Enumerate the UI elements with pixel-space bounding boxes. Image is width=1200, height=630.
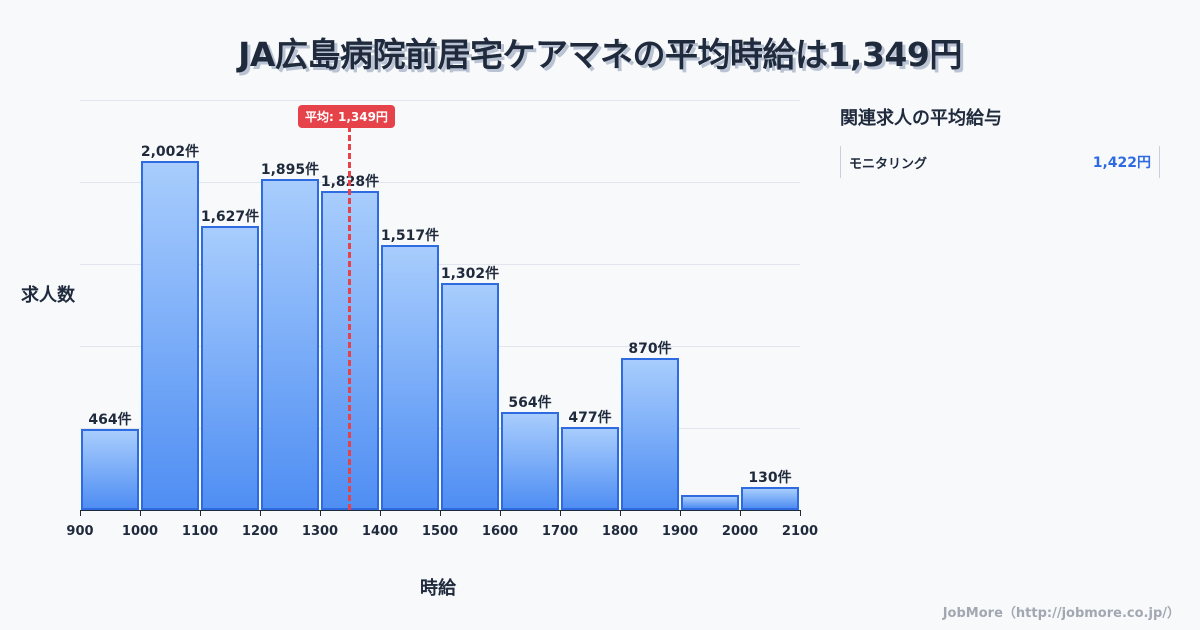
related-job-name: モニタリング	[849, 156, 928, 172]
bar-value-label: 464件	[88, 412, 132, 429]
mean-badge: 平均: 1,349円	[298, 105, 395, 128]
x-tick	[260, 510, 261, 516]
histogram-bar	[81, 429, 139, 510]
x-tick-label: 1200	[241, 524, 279, 539]
x-tick-label: 2000	[721, 524, 759, 539]
gridline	[80, 346, 800, 347]
x-tick-label: 900	[66, 524, 94, 539]
x-tick-label: 1500	[421, 524, 459, 539]
bar-value-label: 477件	[568, 409, 612, 426]
x-tick	[200, 510, 201, 516]
y-axis-label: 求人数	[21, 285, 75, 306]
x-tick	[560, 510, 561, 516]
histogram-bar	[561, 426, 619, 510]
x-tick-label: 2100	[781, 524, 819, 539]
histogram-bar	[741, 487, 799, 510]
histogram-bar	[261, 179, 319, 510]
x-tick-label: 1300	[301, 524, 339, 539]
histogram-bar	[501, 411, 559, 510]
related-salary-item[interactable]: モニタリング 1,422円	[840, 146, 1160, 178]
x-axis-label: 時給	[420, 578, 456, 599]
bar-value-label: 870件	[628, 341, 672, 358]
gridline	[80, 264, 800, 265]
bar-value-label: 2,002件	[140, 143, 200, 160]
x-tick	[800, 510, 801, 516]
x-tick	[140, 510, 141, 516]
x-tick	[380, 510, 381, 516]
x-tick	[500, 510, 501, 516]
x-tick	[680, 510, 681, 516]
related-job-salary: 1,422円	[1092, 155, 1151, 171]
footer-credit: JobMore（http://jobmore.co.jp/）	[942, 606, 1180, 621]
histogram-bar	[381, 245, 439, 510]
bar-value-label: 130件	[748, 470, 792, 487]
histogram-chart: 464件 2,002件 1,627件 1,895件 1,828件 1,517件 1,302件…	[21, 100, 818, 599]
x-tick-label: 1000	[121, 524, 159, 539]
histogram-bar	[141, 160, 199, 510]
x-tick-label: 1900	[661, 524, 699, 539]
x-tick	[80, 510, 81, 516]
histogram-bar	[681, 494, 739, 510]
x-tick-label: 1600	[481, 524, 519, 539]
histogram-bar	[621, 358, 679, 510]
page-title: JA広島病院前居宅ケアマネの平均時給は1,349円	[238, 35, 962, 74]
x-tick	[620, 510, 621, 516]
histogram-bar	[441, 282, 499, 510]
gridline	[80, 428, 800, 429]
gridline	[80, 100, 800, 101]
gridline	[80, 182, 800, 183]
x-tick-label: 1400	[361, 524, 399, 539]
x-tick-label: 1700	[541, 524, 579, 539]
bar-value-label: 1,302件	[440, 265, 500, 282]
bar-value-label: 1,627件	[200, 209, 260, 226]
x-tick-label: 1800	[601, 524, 639, 539]
histogram-bar	[201, 226, 259, 510]
bar-value-label: 564件	[508, 394, 552, 411]
mean-line	[348, 126, 351, 510]
related-salary-title: 関連求人の平均給与	[840, 108, 1002, 129]
x-tick	[320, 510, 321, 516]
x-tick-label: 1100	[181, 524, 219, 539]
x-tick	[740, 510, 741, 516]
x-tick	[440, 510, 441, 516]
bar-value-label: 1,517件	[380, 228, 440, 245]
bar-value-label: 1,895件	[260, 162, 320, 179]
